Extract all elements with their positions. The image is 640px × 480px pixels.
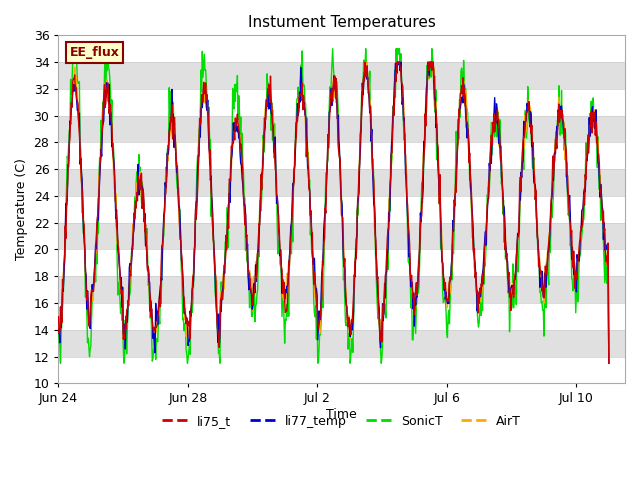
SonicT bbox=[131, 219, 138, 225]
SonicT bbox=[388, 162, 396, 168]
li77_temp bbox=[394, 59, 401, 65]
SonicT bbox=[57, 360, 65, 366]
AirT bbox=[362, 59, 369, 65]
li75_t bbox=[476, 286, 484, 292]
Legend: li75_t, li77_temp, SonicT, AirT: li75_t, li77_temp, SonicT, AirT bbox=[157, 410, 526, 433]
Text: EE_flux: EE_flux bbox=[70, 46, 120, 59]
li77_temp bbox=[54, 330, 62, 336]
li77_temp bbox=[476, 285, 484, 291]
li75_t bbox=[340, 246, 348, 252]
li77_temp bbox=[340, 255, 348, 261]
SonicT bbox=[119, 314, 127, 320]
AirT bbox=[117, 288, 125, 294]
li75_t bbox=[166, 128, 173, 133]
li75_t bbox=[54, 314, 62, 320]
Line: SonicT: SonicT bbox=[58, 48, 609, 363]
SonicT bbox=[341, 294, 349, 300]
Line: AirT: AirT bbox=[58, 62, 609, 357]
Line: li77_temp: li77_temp bbox=[58, 62, 609, 363]
li77_temp bbox=[117, 275, 125, 281]
SonicT bbox=[477, 298, 484, 304]
SonicT bbox=[605, 360, 612, 366]
Bar bbox=[58, 36, 625, 62]
Bar bbox=[58, 196, 625, 223]
AirT bbox=[54, 326, 62, 332]
li77_temp bbox=[166, 120, 173, 126]
li75_t bbox=[605, 360, 612, 366]
AirT bbox=[129, 222, 136, 228]
li75_t bbox=[129, 246, 136, 252]
X-axis label: Time: Time bbox=[326, 408, 357, 421]
li77_temp bbox=[129, 238, 136, 244]
Bar bbox=[58, 89, 625, 116]
AirT bbox=[387, 174, 394, 180]
SonicT bbox=[54, 323, 62, 329]
AirT bbox=[166, 133, 173, 139]
AirT bbox=[476, 296, 484, 302]
Line: li75_t: li75_t bbox=[58, 62, 609, 363]
SonicT bbox=[70, 46, 77, 51]
li77_temp bbox=[605, 360, 612, 366]
li75_t bbox=[386, 181, 394, 187]
Bar bbox=[58, 357, 625, 384]
Y-axis label: Temperature (C): Temperature (C) bbox=[15, 158, 28, 260]
li77_temp bbox=[386, 196, 394, 202]
Title: Instument Temperatures: Instument Temperatures bbox=[248, 15, 436, 30]
li75_t bbox=[393, 59, 401, 65]
Bar bbox=[58, 250, 625, 276]
li75_t bbox=[117, 291, 125, 297]
AirT bbox=[340, 236, 348, 242]
Bar bbox=[58, 303, 625, 330]
AirT bbox=[605, 354, 612, 360]
Bar bbox=[58, 143, 625, 169]
SonicT bbox=[168, 88, 175, 94]
